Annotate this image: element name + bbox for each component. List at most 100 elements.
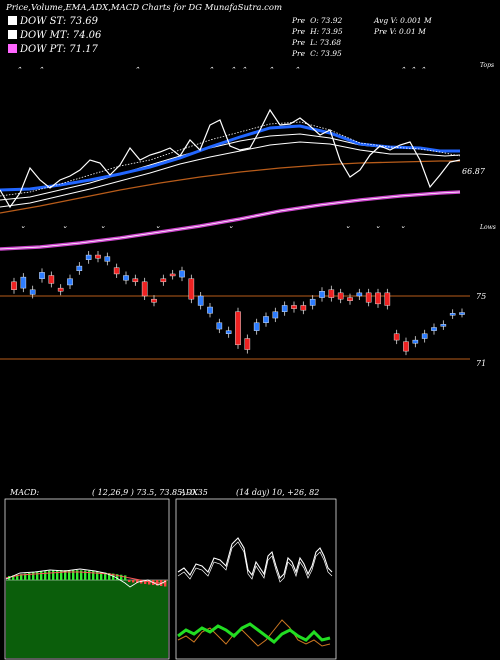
- adx-line-shadow: [177, 541, 333, 583]
- candle: [207, 306, 213, 314]
- candle: [431, 327, 437, 331]
- bottom-arrows: ⌄ ⌄ ⌄ ⌄ ⌄ ⌄ ⌄ ⌄: [20, 222, 406, 230]
- candle: [412, 339, 419, 344]
- price-close-line: [0, 108, 461, 209]
- level-label-71: 71: [476, 359, 486, 368]
- prev-volume: Pre V: 0.01 M: [373, 27, 426, 36]
- prev-close: Pre C: 73.95: [291, 49, 342, 58]
- macd-line: [5, 568, 167, 588]
- macd-hist-bar: [12, 575, 15, 580]
- macd-hist-bar: [116, 574, 119, 580]
- candle: [459, 312, 465, 315]
- signal-arrow-icon: ⌃: [38, 66, 44, 74]
- candle: [39, 272, 45, 279]
- signal-arrow-icon: ⌄: [100, 222, 106, 230]
- signal-arrow-icon: ⌄: [345, 222, 351, 230]
- macd-hist-bar: [24, 573, 27, 580]
- macd-hist-bar: [124, 575, 127, 580]
- signal-arrow-icon: ⌃: [268, 66, 274, 74]
- adx-panel: [175, 498, 337, 660]
- macd-hist-bar: [68, 570, 71, 580]
- candle: [76, 265, 83, 272]
- candles: [11, 251, 465, 356]
- adx-title: ADX: [179, 488, 198, 497]
- signal-arrow-icon: ⌃: [410, 66, 416, 74]
- ema-magenta-inner-line: [0, 191, 461, 250]
- signal-arrow-icon: ⌄: [155, 222, 161, 230]
- candle: [216, 322, 223, 330]
- signal-arrow-icon: ⌃: [230, 66, 236, 74]
- prev-high: Pre H: 73.95: [291, 27, 343, 36]
- candle: [20, 276, 27, 289]
- macd-hist-bar: [16, 574, 19, 580]
- ema-blue-line: [0, 124, 460, 192]
- signal-arrow-icon: ⌃: [241, 66, 247, 74]
- macd-hist-bar: [64, 570, 67, 580]
- macd-hist-bar: [20, 574, 23, 580]
- signal-arrow-icon: ⌃: [16, 66, 22, 74]
- macd-hist-bar: [132, 580, 135, 583]
- macd-hist-bar: [84, 570, 87, 580]
- macd-hist-bar: [52, 570, 55, 580]
- macd-hist-bar: [60, 570, 63, 580]
- candle: [48, 275, 55, 284]
- ema-lines: [0, 108, 461, 251]
- adx-line: [177, 537, 333, 580]
- macd-hist-bar: [88, 570, 91, 580]
- candle: [300, 305, 307, 311]
- signal-arrow-icon: ⌃: [134, 66, 140, 74]
- candle: [179, 270, 185, 278]
- candle: [95, 254, 101, 259]
- candle: [132, 278, 139, 283]
- macd-hist-bar: [120, 574, 123, 580]
- candle: [393, 333, 400, 341]
- candle: [235, 311, 241, 346]
- macd-hist-bar: [112, 573, 115, 580]
- signal-arrow-icon: ⌃: [420, 66, 426, 74]
- candle: [169, 273, 176, 277]
- macd-panel: [4, 498, 170, 660]
- legend-swatch-st: [8, 16, 17, 25]
- chart-title: Price,Volume,EMA,ADX,MACD Charts for DG …: [5, 3, 282, 13]
- adx-panel-frame: [175, 498, 337, 660]
- macd-hist-bar: [92, 571, 95, 580]
- candle: [225, 330, 232, 334]
- macd-hist-bar: [108, 573, 111, 580]
- top-arrows: ⌃ ⌃ ⌃ ⌃ ⌃ ⌃ ⌃ ⌃ ⌃ ⌃ ⌃: [16, 66, 426, 74]
- candle: [319, 291, 325, 298]
- ema-dotted-line: [0, 121, 461, 197]
- macd-hist-bar: [36, 571, 39, 580]
- macd-hist-bar: [100, 571, 103, 580]
- candle: [188, 278, 195, 300]
- macd-histogram-area: [6, 580, 168, 658]
- candle: [328, 289, 335, 298]
- lows-label: Lows: [479, 224, 496, 231]
- candle: [263, 316, 269, 323]
- candle: [141, 281, 148, 297]
- signal-arrow-icon: ⌄: [20, 222, 26, 230]
- candle: [160, 278, 167, 283]
- candle: [440, 324, 447, 327]
- candle: [384, 292, 391, 306]
- macd-hist-bar: [56, 570, 59, 580]
- candle: [449, 313, 456, 316]
- candle: [85, 254, 92, 260]
- adx-params: (14 day) 10, +26, 82: [236, 488, 319, 497]
- signal-arrow-icon: ⌃: [294, 66, 300, 74]
- candle: [11, 281, 17, 290]
- candle: [244, 338, 251, 350]
- macd-hist-bar: [96, 571, 99, 580]
- candle: [253, 322, 260, 331]
- ema-white-slow-line: [0, 141, 461, 208]
- macd-params: ( 12,26,9 ) 73.5, 73.85, -0.35: [92, 488, 208, 497]
- candle: [113, 267, 120, 275]
- candle: [151, 298, 157, 303]
- candle: [197, 295, 204, 306]
- signal-arrow-icon: ⌄: [375, 222, 381, 230]
- candle: [421, 333, 428, 339]
- signal-arrow-icon: ⌄: [62, 222, 68, 230]
- candle: [57, 287, 64, 292]
- candle: [375, 292, 381, 305]
